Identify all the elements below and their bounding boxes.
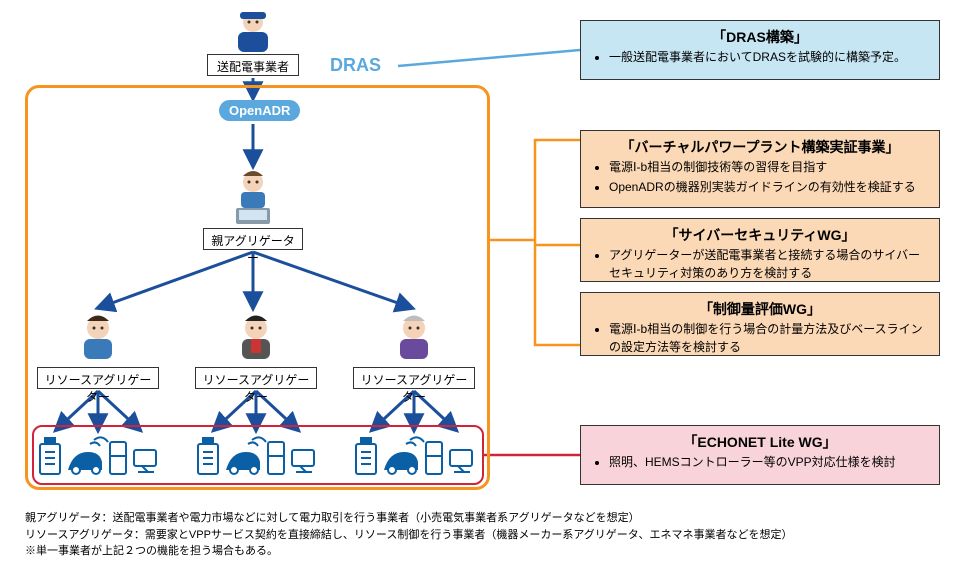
callout-vpp: 「バーチャルパワープラント構築実証事業」電源Ⅰ-b相当の制御技術等の習得を目指す…: [580, 130, 940, 208]
callout-bullet: 一般送配電事業者においてDRASを試験的に構築予定。: [609, 49, 929, 66]
resource-aggregator-icon: [71, 310, 125, 364]
tso-icon: [226, 2, 280, 56]
callout-title: 「DRAS構築」: [591, 27, 929, 47]
resource-aggregator-icon: [387, 310, 441, 364]
callout-bullet: アグリゲーターが送配電事業者と接続する場合のサイバーセキュリティ対策のあり方を検…: [609, 247, 929, 282]
callout-bullet: 照明、HEMSコントローラー等のVPP対応仕様を検討: [609, 454, 929, 471]
callout-title: 「サイバーセキュリティWG」: [591, 225, 929, 245]
parent-aggregator-node: 親アグリゲーター: [203, 228, 303, 250]
openadr-badge: OpenADR: [219, 100, 300, 121]
tso-label: 送配電事業者: [217, 60, 289, 74]
callout-bullets: 電源Ⅰ-b相当の制御を行う場合の計量方法及びベースラインの設定方法等を検討する: [591, 321, 929, 356]
resource-aggregator-node: リソースアグリゲーター: [37, 367, 159, 389]
callout-title: 「ECHONET Lite WG」: [591, 432, 929, 452]
footnotes: 親アグリゲータ：送配電事業者や電力市場などに対して電力取引を行う事業者（小売電気…: [25, 510, 792, 560]
callout-bullets: 電源Ⅰ-b相当の制御技術等の習得を目指す OpenADRの機器別実装ガイドラインの…: [591, 159, 929, 196]
tso-node: 送配電事業者: [207, 54, 299, 76]
callout-bullet: 電源Ⅰ-b相当の制御を行う場合の計量方法及びベースラインの設定方法等を検討する: [609, 321, 929, 356]
callout-bullets: 一般送配電事業者においてDRASを試験的に構築予定。: [591, 49, 929, 66]
dras-label-text: DRAS: [330, 55, 381, 75]
device-group: [354, 432, 474, 478]
resource-aggregator-node: リソースアグリゲーター: [353, 367, 475, 389]
callout-bullets: アグリゲーターが送配電事業者と接続する場合のサイバーセキュリティ対策のあり方を検…: [591, 247, 929, 282]
callout-metrics: 「制御量評価WG」電源Ⅰ-b相当の制御を行う場合の計量方法及びベースラインの設定…: [580, 292, 940, 356]
resource-aggregator-node: リソースアグリゲーター: [195, 367, 317, 389]
callout-dras: 「DRAS構築」一般送配電事業者においてDRASを試験的に構築予定。: [580, 20, 940, 80]
device-group: [196, 432, 316, 478]
device-group: [38, 432, 158, 478]
callout-bullets: 照明、HEMSコントローラー等のVPP対応仕様を検討: [591, 454, 929, 471]
callout-bullet: 電源Ⅰ-b相当の制御技術等の習得を目指す: [609, 159, 929, 176]
callout-title: 「制御量評価WG」: [591, 299, 929, 319]
callout-echonet: 「ECHONET Lite WG」照明、HEMSコントローラー等のVPP対応仕様…: [580, 425, 940, 485]
openadr-label: OpenADR: [229, 103, 290, 118]
parent-aggregator-icon: [226, 168, 280, 222]
callout-cyber: 「サイバーセキュリティWG」アグリゲーターが送配電事業者と接続する場合のサイバー…: [580, 218, 940, 282]
footnote-line: リソースアグリゲータ：需要家とVPPサービス契約を直接締結し、リソース制御を行う…: [25, 527, 792, 544]
dras-label: DRAS: [330, 55, 381, 76]
footnote-line: ※単一事業者が上記２つの機能を担う場合もある。: [25, 543, 792, 560]
callout-title: 「バーチャルパワープラント構築実証事業」: [591, 137, 929, 157]
footnote-line: 親アグリゲータ：送配電事業者や電力市場などに対して電力取引を行う事業者（小売電気…: [25, 510, 792, 527]
resource-aggregator-icon: [229, 310, 283, 364]
callout-bullet: OpenADRの機器別実装ガイドラインの有効性を検証する: [609, 179, 929, 196]
